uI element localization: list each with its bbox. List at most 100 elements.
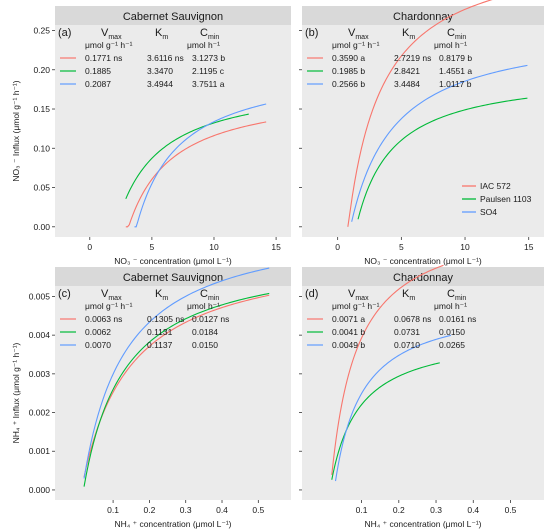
panel-title: Cabernet Sauvignon xyxy=(123,272,223,284)
table-cell: 0.0678 ns xyxy=(394,314,431,324)
table-cell: 0.3590 a xyxy=(332,53,365,63)
units-label: μmol g⁻¹ h⁻¹ xyxy=(85,40,133,50)
series-line-so4 xyxy=(134,103,267,228)
x-tick-label: 0.5 xyxy=(505,505,517,515)
param-header: Km xyxy=(402,288,415,302)
series-group xyxy=(347,0,528,227)
series-line-paulsen-1103 xyxy=(83,292,270,487)
x-tick-label: 10 xyxy=(460,242,470,252)
panel-title: Cabernet Sauvignon xyxy=(123,11,223,23)
table-cell: 0.0041 b xyxy=(332,327,365,337)
y-axis-label: NO₃ ⁻ Influx (μmol g⁻¹ h⁻¹) xyxy=(11,80,21,181)
x-tick-label: 0.3 xyxy=(180,505,192,515)
series-group xyxy=(83,267,270,487)
units-label: μmol h⁻¹ xyxy=(187,301,220,311)
x-axis-label: NH₄ ⁺ concentration (μmol L⁻¹) xyxy=(364,519,481,529)
table-cell: 0.1771 ns xyxy=(85,53,122,63)
y-tick-label: 0.00 xyxy=(33,222,50,232)
series-line-paulsen-1103 xyxy=(357,97,528,220)
param-header: Vmax xyxy=(101,27,122,41)
series-line-so4 xyxy=(334,334,452,482)
y-tick-label: 0.05 xyxy=(33,183,50,193)
table-cell: 0.0184 xyxy=(192,327,218,337)
strip-header xyxy=(302,267,544,286)
table-cell: 0.0710 xyxy=(394,340,420,350)
units-label: μmol g⁻¹ h⁻¹ xyxy=(332,40,380,50)
table-cell: 2.8421 xyxy=(394,66,420,76)
panel-label: (b) xyxy=(305,27,318,39)
table-cell: 0.0161 ns xyxy=(439,314,476,324)
table-cell: 1.0117 b xyxy=(439,79,472,89)
series-line-paulsen-1103 xyxy=(331,362,440,480)
y-tick-label: 0.005 xyxy=(29,291,51,301)
table-cell: 0.0731 xyxy=(394,327,420,337)
series-line-so4 xyxy=(83,267,270,479)
series-line-iac-572 xyxy=(331,264,444,476)
x-tick-label: 0 xyxy=(335,242,340,252)
table-cell: 0.1137 xyxy=(147,340,173,350)
param-header: Cmin xyxy=(200,27,219,41)
param-header: Cmin xyxy=(200,288,219,302)
x-tick-label: 0 xyxy=(87,242,92,252)
legend: IAC 572 Paulsen 1103 SO4 xyxy=(462,181,532,217)
legend-label: IAC 572 xyxy=(480,181,511,191)
units-label: μmol h⁻¹ xyxy=(434,40,467,50)
units-label: μmol g⁻¹ h⁻¹ xyxy=(332,301,380,311)
table-cell: 3.3470 xyxy=(147,66,173,76)
units-label: μmol h⁻¹ xyxy=(187,40,220,50)
panel-title: Chardonnay xyxy=(393,11,453,23)
param-header: Cmin xyxy=(447,27,466,41)
table-cell: 3.7511 a xyxy=(192,79,225,89)
chart-panel-d: Chardonnay 0.1 0.2 0.3 0.4 0.5 NH₄ ⁺ concentra… xyxy=(299,264,544,529)
table-cell: 1.4551 a xyxy=(439,66,472,76)
x-tick-label: 5 xyxy=(399,242,404,252)
strip-header xyxy=(55,267,291,286)
y-tick-label: 0.10 xyxy=(33,143,50,153)
table-cell: 0.8179 b xyxy=(439,53,472,63)
x-tick-label: 0.2 xyxy=(393,505,405,515)
strip-header xyxy=(55,6,291,25)
param-header: Km xyxy=(402,27,415,41)
table-cell: 0.1131 xyxy=(147,327,173,337)
series-group xyxy=(331,264,452,482)
table-cell: 3.4484 xyxy=(394,79,420,89)
table-cell: 3.1273 b xyxy=(192,53,225,63)
panel-title: Chardonnay xyxy=(393,272,453,284)
table-cell: 2.1195 c xyxy=(192,66,225,76)
series-line-iac-572 xyxy=(125,121,267,228)
y-axis-label: NH₄ ⁺ Influx (μmol g⁻¹ h⁻¹) xyxy=(11,342,21,443)
y-tick-label: 0.25 xyxy=(33,25,50,35)
x-tick-label: 0.4 xyxy=(467,505,479,515)
table-cell: 0.2087 xyxy=(85,79,111,89)
y-tick-label: 0.15 xyxy=(33,104,50,114)
table-cell: 0.2566 b xyxy=(332,79,365,89)
table-cell: 0.0049 b xyxy=(332,340,365,350)
table-cell: 0.0150 xyxy=(439,327,465,337)
panel-label: (a) xyxy=(58,27,71,39)
plot-area xyxy=(55,286,291,500)
x-tick-label: 15 xyxy=(524,242,534,252)
x-axis-label: NH₄ ⁺ concentration (μmol L⁻¹) xyxy=(114,519,231,529)
y-tick-label: 0.001 xyxy=(29,446,51,456)
series-line-iac-572 xyxy=(83,294,270,478)
param-header: Vmax xyxy=(348,27,369,41)
chart-panel-a: Cabernet Sauvignon 0 5 10 15 0.00 0.05 0.10 0.15… xyxy=(11,6,291,266)
x-tick-label: 0.2 xyxy=(143,505,155,515)
table-cell: 0.0127 ns xyxy=(192,314,229,324)
x-tick-label: 5 xyxy=(150,242,155,252)
table-cell: 0.0265 xyxy=(439,340,465,350)
table-cell: 0.1985 b xyxy=(332,66,365,76)
table-cell: 0.0063 ns xyxy=(85,314,122,324)
param-header: Vmax xyxy=(348,288,369,302)
panel-label: (d) xyxy=(305,288,318,300)
plot-area xyxy=(55,25,291,237)
legend-label: Paulsen 1103 xyxy=(480,194,532,204)
table-cell: 2.7219 ns xyxy=(394,53,431,63)
table-cell: 3.6116 ns xyxy=(147,53,184,63)
y-tick-label: 0.004 xyxy=(29,330,51,340)
x-tick-label: 0.1 xyxy=(107,505,119,515)
y-tick-label: 0.003 xyxy=(29,369,51,379)
x-axis-label: NO₃ ⁻ concentration (μmol L⁻¹) xyxy=(364,256,482,266)
legend-label: SO4 xyxy=(480,207,497,217)
